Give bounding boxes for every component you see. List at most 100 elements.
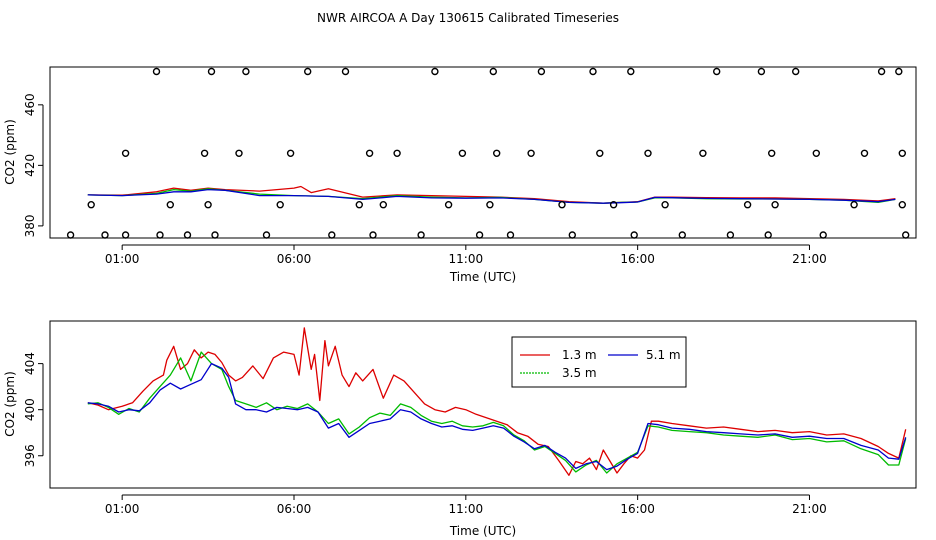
top-marker-point bbox=[627, 67, 635, 76]
bottom-y-axis: 396 400 404 bbox=[23, 352, 44, 467]
top-marker-point bbox=[379, 200, 387, 209]
top-marker-point bbox=[630, 231, 638, 239]
top-marker-point bbox=[489, 67, 497, 76]
chart-title: NWR AIRCOA A Day 130615 Calibrated Times… bbox=[317, 11, 619, 25]
top-marker-point bbox=[431, 67, 439, 76]
bottom-y-tick-label-404: 404 bbox=[23, 352, 37, 375]
top-marker-point bbox=[152, 67, 161, 76]
top-marker-point bbox=[101, 231, 109, 239]
top-y-axis: 380 420 460 bbox=[23, 93, 44, 237]
top-marker-point bbox=[850, 200, 858, 209]
top-y-axis-label: CO2 (ppm) bbox=[3, 119, 17, 185]
bottom-series-line-5-1-m bbox=[87, 362, 907, 471]
top-marker-point bbox=[355, 200, 363, 209]
top-marker-point bbox=[493, 149, 501, 158]
bottom-x-tick-label-01-00: 01:00 bbox=[105, 502, 140, 516]
bottom-panel: 01:00 06:00 11:00 16:00 21:00 396 400 404 Time… bbox=[3, 320, 917, 538]
top-marker-point bbox=[121, 231, 130, 239]
top-marker-point bbox=[328, 231, 336, 239]
bottom-x-tick-label-06-00: 06:00 bbox=[277, 502, 312, 516]
top-marker-point bbox=[87, 200, 95, 209]
legend-label-5-1m: 5.1 m bbox=[646, 348, 681, 362]
top-marker-point bbox=[242, 67, 250, 76]
top-series-line-3 bbox=[87, 188, 896, 204]
top-marker-point bbox=[393, 149, 401, 158]
top-marker-point bbox=[417, 231, 425, 239]
top-marker-point bbox=[66, 231, 75, 239]
top-marker-point bbox=[166, 200, 175, 209]
top-marker-point bbox=[792, 67, 800, 76]
top-marker-point bbox=[902, 231, 910, 239]
top-y-tick-label-380: 380 bbox=[23, 214, 37, 237]
top-x-tick-label-21-00: 21:00 bbox=[792, 252, 827, 266]
top-markers-group bbox=[66, 67, 910, 239]
top-marker-point bbox=[661, 200, 669, 209]
top-y-tick-label-420: 420 bbox=[23, 154, 37, 177]
top-x-axis: 01:00 06:00 11:00 16:00 21:00 bbox=[105, 244, 827, 266]
top-marker-point bbox=[757, 67, 766, 76]
top-panel: 01:00 06:00 11:00 16:00 21:00 380 420 460 Time… bbox=[3, 66, 917, 284]
top-marker-point bbox=[156, 231, 164, 239]
top-marker-point bbox=[304, 67, 312, 76]
top-marker-point bbox=[183, 231, 192, 239]
top-x-tick-label-06-00: 06:00 bbox=[277, 252, 312, 266]
legend: 1.3 m 5.1 m 3.5 m bbox=[511, 336, 687, 388]
top-marker-point bbox=[819, 231, 827, 239]
top-x-tick-label-16-00: 16:00 bbox=[620, 252, 655, 266]
top-marker-point bbox=[200, 149, 209, 158]
bottom-x-tick-label-11-00: 11:00 bbox=[449, 502, 484, 516]
legend-label-3-5m: 3.5 m bbox=[562, 366, 597, 380]
bottom-series-group bbox=[87, 327, 907, 476]
bottom-x-tick-label-21-00: 21:00 bbox=[792, 502, 827, 516]
top-marker-point bbox=[860, 149, 869, 158]
top-plot-frame bbox=[49, 66, 917, 239]
top-marker-point bbox=[537, 67, 546, 76]
top-series-line-2 bbox=[87, 188, 896, 204]
top-marker-point bbox=[589, 67, 597, 76]
top-x-tick-label-11-00: 11:00 bbox=[449, 252, 484, 266]
top-marker-point bbox=[341, 67, 350, 76]
top-x-axis-label: Time (UTC) bbox=[449, 270, 516, 284]
top-marker-point bbox=[475, 231, 484, 239]
top-marker-point bbox=[262, 231, 271, 239]
top-marker-point bbox=[726, 231, 735, 239]
top-marker-point bbox=[486, 200, 494, 209]
top-marker-point bbox=[235, 149, 243, 158]
bottom-series-line-3-5-m bbox=[87, 351, 907, 474]
top-marker-point bbox=[768, 149, 776, 158]
top-marker-point bbox=[895, 67, 903, 76]
bottom-series-line-1-3-m bbox=[87, 327, 907, 476]
top-marker-point bbox=[699, 149, 707, 158]
bottom-x-tick-label-16-00: 16:00 bbox=[620, 502, 655, 516]
bottom-x-axis: 01:00 06:00 11:00 16:00 21:00 bbox=[105, 494, 827, 516]
top-marker-point bbox=[898, 200, 906, 209]
top-marker-point bbox=[369, 231, 377, 239]
top-marker-point bbox=[558, 200, 566, 209]
bottom-y-axis-label: CO2 (ppm) bbox=[3, 371, 17, 437]
top-marker-point bbox=[365, 149, 374, 158]
top-marker-point bbox=[743, 200, 752, 209]
top-marker-point bbox=[506, 231, 515, 239]
top-marker-point bbox=[678, 231, 686, 239]
bottom-plot-frame bbox=[49, 320, 917, 489]
bottom-y-tick-label-396: 396 bbox=[23, 444, 37, 467]
top-marker-point bbox=[286, 149, 295, 158]
top-marker-point bbox=[568, 231, 576, 239]
top-marker-point bbox=[211, 231, 219, 239]
top-marker-point bbox=[444, 200, 453, 209]
top-marker-point bbox=[713, 67, 721, 76]
top-marker-point bbox=[771, 200, 779, 209]
top-marker-point bbox=[276, 200, 284, 209]
top-marker-point bbox=[609, 200, 618, 209]
top-marker-point bbox=[207, 67, 216, 76]
top-y-tick-label-460: 460 bbox=[23, 93, 37, 116]
legend-box bbox=[511, 336, 687, 388]
top-marker-point bbox=[877, 67, 886, 76]
top-marker-point bbox=[527, 149, 535, 158]
top-marker-point bbox=[898, 149, 906, 158]
legend-label-1-3m: 1.3 m bbox=[562, 348, 597, 362]
top-marker-point bbox=[458, 149, 467, 158]
top-marker-point bbox=[204, 200, 212, 209]
bottom-y-tick-label-400: 400 bbox=[23, 398, 37, 421]
